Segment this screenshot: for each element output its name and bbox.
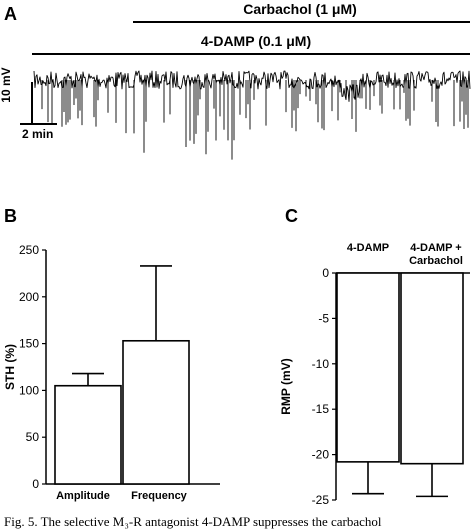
y-tick-label-0-3: 150	[19, 337, 39, 351]
y-tick-label-1-3: -15	[312, 402, 330, 416]
y-tick-label-0-1: 50	[26, 430, 40, 444]
y-tick-label-1-1: -5	[318, 311, 329, 325]
damp-label: 4-DAMP (0.1 μM)	[201, 33, 311, 49]
category-label-1-1-1: Carbachol	[409, 255, 463, 267]
y-axis-label-0: STH (%)	[3, 344, 17, 390]
bar-1-0	[336, 272, 400, 463]
trace-spikes	[41, 80, 469, 160]
y-tick-label-0-2: 100	[19, 383, 39, 397]
y-tick-label-1-0: 0	[322, 266, 329, 280]
y-tick-label-0-0: 0	[32, 477, 39, 491]
category-label-1-1-0: 4-DAMP +	[410, 242, 461, 254]
y-tick-label-1-5: -25	[312, 493, 330, 507]
panel-a-label: A	[4, 4, 17, 24]
scale-min-label: 2 min	[22, 127, 53, 141]
panel-b-label: B	[4, 206, 17, 226]
chart-b: 0 50 100 150 200 250 STH (%) Amplitude Frequency	[3, 243, 220, 502]
membrane-potential-trace	[33, 70, 471, 102]
y-tick-label-1-4: -20	[312, 448, 330, 462]
bar-0-0	[54, 384, 122, 485]
carbachol-label: Carbachol (1 μM)	[243, 1, 357, 17]
category-label-1-0-0: 4-DAMP	[347, 242, 389, 254]
bar-0-1	[122, 339, 190, 485]
y-axis-label-1: RMP (mV)	[279, 358, 293, 414]
category-label-0-0-0: Amplitude	[56, 490, 110, 502]
figure-caption: Fig. 5. The selective M₃-R antagonist 4-…	[4, 514, 382, 529]
chart-c: 0 -5 -10 -15 -20 -25 RMP (mV) 4-DAMP 4-DAMP +Car…	[279, 242, 470, 507]
y-tick-label-0-5: 250	[19, 243, 39, 257]
y-tick-label-0-4: 200	[19, 290, 39, 304]
scale-mv-label: 10 mV	[0, 67, 13, 102]
bar-1-1	[400, 272, 464, 465]
panel-c-label: C	[285, 206, 298, 226]
y-tick-label-1-2: -10	[312, 357, 330, 371]
category-label-0-1-0: Frequency	[131, 490, 188, 502]
